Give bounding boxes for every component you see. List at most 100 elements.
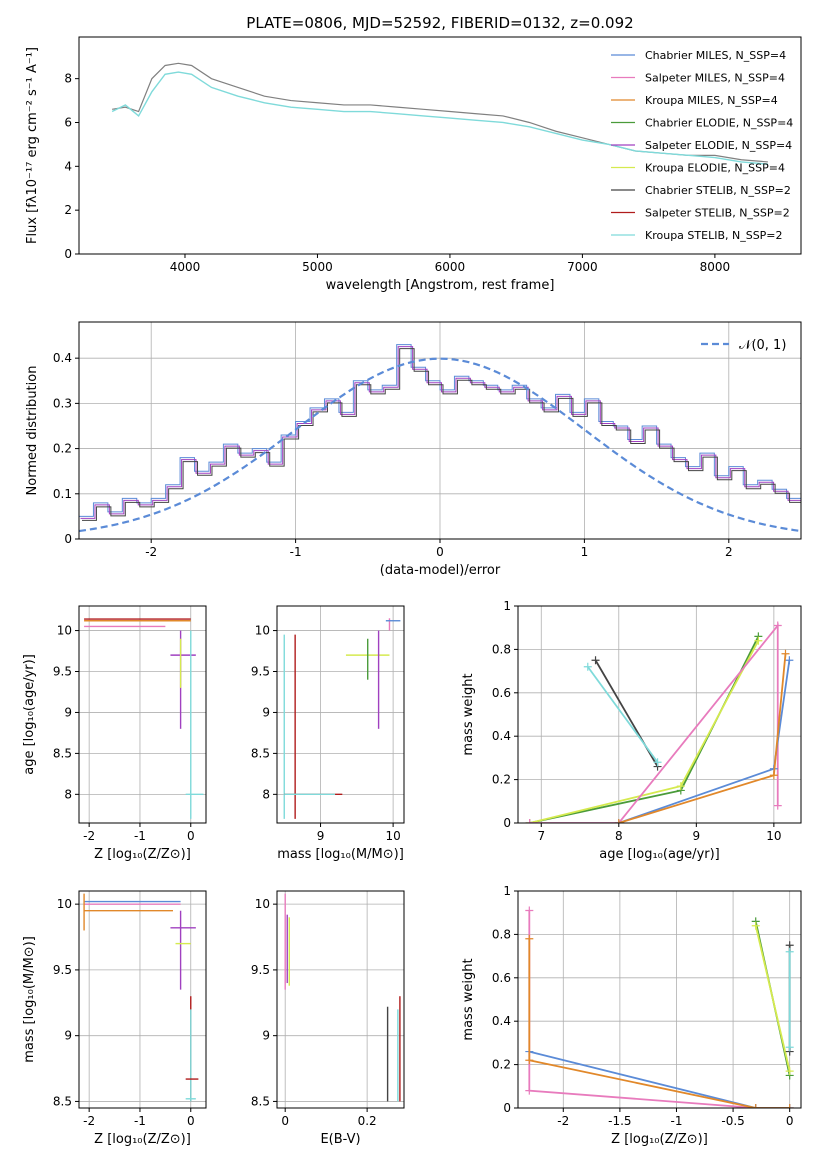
y-tick-label: 0.6 [492, 686, 511, 700]
x-axis-label: (data-model)/error [380, 563, 501, 578]
legend-label: Kroupa ELODIE, N_SSP=4 [645, 162, 785, 175]
panel-age_vs_mass: 9 10 8 8.5 9 9.5 10 mass [log₁₀(M/M⊙)] [251, 605, 405, 862]
y-tick-label: 0.4 [53, 351, 72, 365]
x-axis-label: Z [log₁₀(Z/Z⊙)] [94, 847, 191, 862]
series-point-marker [769, 771, 778, 780]
x-tick-label: 1 [581, 545, 589, 559]
histogram-step [79, 344, 801, 517]
series-point-marker [773, 621, 782, 630]
y-tick-label: 8 [262, 787, 270, 801]
y-tick-label: 0.1 [53, 487, 72, 501]
y-tick-label: 9 [64, 1029, 72, 1043]
x-axis-label: Z [log₁₀(Z/Z⊙)] [611, 1132, 708, 1147]
y-axis-label: mass weight [461, 673, 476, 755]
y-tick-label: 9.5 [53, 963, 72, 977]
y-tick-label: 0.8 [492, 642, 511, 656]
series-point-marker [525, 906, 534, 915]
series-point-marker [653, 758, 662, 767]
y-axis-label: Normed distribution [25, 366, 40, 496]
legend-label: Kroupa STELIB, N_SSP=2 [645, 229, 783, 242]
x-tick-label: 0 [281, 1114, 289, 1128]
x-tick-label: 0 [187, 1114, 195, 1128]
x-tick-label: 0 [436, 545, 444, 559]
axes-frame [276, 605, 405, 824]
series-point-marker [676, 782, 685, 791]
x-tick-label: 10 [766, 829, 781, 843]
y-tick-label: 0.2 [492, 773, 511, 787]
y-tick-label: 0.4 [492, 729, 511, 743]
x-tick-label: -1 [670, 1114, 682, 1128]
y-tick-label: 0.8 [492, 927, 511, 941]
axes-frame [517, 605, 802, 824]
x-tick-label: 0.2 [358, 1114, 377, 1128]
legend-label: Salpeter STELIB, N_SSP=2 [645, 207, 790, 220]
x-tick-label: 4000 [170, 260, 201, 274]
series-point-marker [785, 656, 794, 665]
x-tick-label: -2 [83, 1114, 95, 1128]
x-tick-label: 0 [786, 1114, 794, 1128]
y-tick-label: 0 [503, 816, 511, 830]
axes-frame [276, 890, 405, 1109]
series-point-marker [785, 1043, 794, 1052]
y-tick-label: 9.5 [53, 665, 72, 679]
y-tick-label: 9.5 [251, 963, 270, 977]
y-tick-label: 8.5 [251, 746, 270, 760]
x-axis-label: Z [log₁₀(Z/Z⊙)] [94, 1132, 191, 1147]
x-tick-label: 7000 [567, 260, 598, 274]
y-axis-label: mass weight [461, 958, 476, 1040]
panel-residuals: 𝒩(0, 1) -2 -1 0 1 2 0 0.1 0.2 0.3 0.4 (data-model)/… [25, 321, 802, 578]
x-tick-label: 7 [537, 829, 545, 843]
weight-series-line [754, 925, 791, 1072]
series-point-marker [525, 819, 534, 823]
series-point-marker [773, 801, 782, 810]
series-point-marker [525, 1056, 534, 1065]
y-tick-label: 8.5 [251, 1094, 270, 1108]
x-tick-label: -1.5 [608, 1114, 631, 1128]
x-tick-label: 10 [385, 829, 400, 843]
x-axis-label: age [log₁₀(age/yr)] [599, 847, 720, 862]
legend-gaussian-label: 𝒩(0, 1) [739, 338, 786, 353]
histogram-step [82, 348, 801, 521]
weight-series-line [529, 1050, 790, 1108]
axes-frame [78, 890, 207, 1109]
series-point-marker [781, 649, 790, 658]
y-tick-label: 8.5 [53, 1094, 72, 1108]
y-tick-label: 8 [64, 787, 72, 801]
legend-label: Salpeter ELODIE, N_SSP=4 [645, 139, 792, 152]
y-tick-label: 0 [64, 532, 72, 546]
legend-label: Kroupa MILES, N_SSP=4 [645, 94, 778, 107]
x-tick-label: -0.5 [721, 1114, 744, 1128]
legend-label: Chabrier MILES, N_SSP=4 [645, 49, 786, 62]
gaussian-curve [79, 357, 801, 533]
y-tick-label: 0.4 [492, 1014, 511, 1028]
y-tick-label: 6 [64, 115, 72, 129]
plot-area-age_vs_Z [84, 618, 204, 819]
histogram-step [80, 346, 801, 519]
x-tick-label: -2 [83, 829, 95, 843]
series-point-marker [525, 1086, 534, 1095]
y-tick-label: 1 [503, 599, 511, 613]
plot-area-mass_vs_EBV [284, 893, 401, 1102]
x-tick-label: -2 [145, 545, 157, 559]
x-tick-label: 8000 [700, 260, 731, 274]
series-point-marker [614, 819, 623, 823]
y-axis-label: age [log₁₀(age/yr)] [22, 654, 37, 775]
legend-label: Chabrier STELIB, N_SSP=2 [645, 184, 791, 197]
y-tick-label: 9 [262, 705, 270, 719]
y-tick-label: 0.2 [492, 1058, 511, 1072]
series-point-marker [751, 1104, 760, 1108]
y-tick-label: 1 [503, 884, 511, 898]
y-tick-label: 10 [255, 624, 270, 638]
y-tick-label: 8 [64, 72, 72, 86]
y-tick-label: 9 [64, 705, 72, 719]
spectrum-model-line [111, 71, 768, 165]
y-tick-label: 2 [64, 203, 72, 217]
x-tick-label: -1 [290, 545, 302, 559]
x-tick-label: 6000 [435, 260, 466, 274]
axes-frame [517, 890, 802, 1109]
y-tick-label: 0 [64, 247, 72, 261]
figure-title: PLATE=0806, MJD=52592, FIBERID=0132, z=0… [246, 14, 633, 32]
plot-area-age_vs_mass [283, 618, 401, 819]
weight-series-line [528, 938, 790, 1108]
y-tick-label: 0 [503, 1101, 511, 1115]
